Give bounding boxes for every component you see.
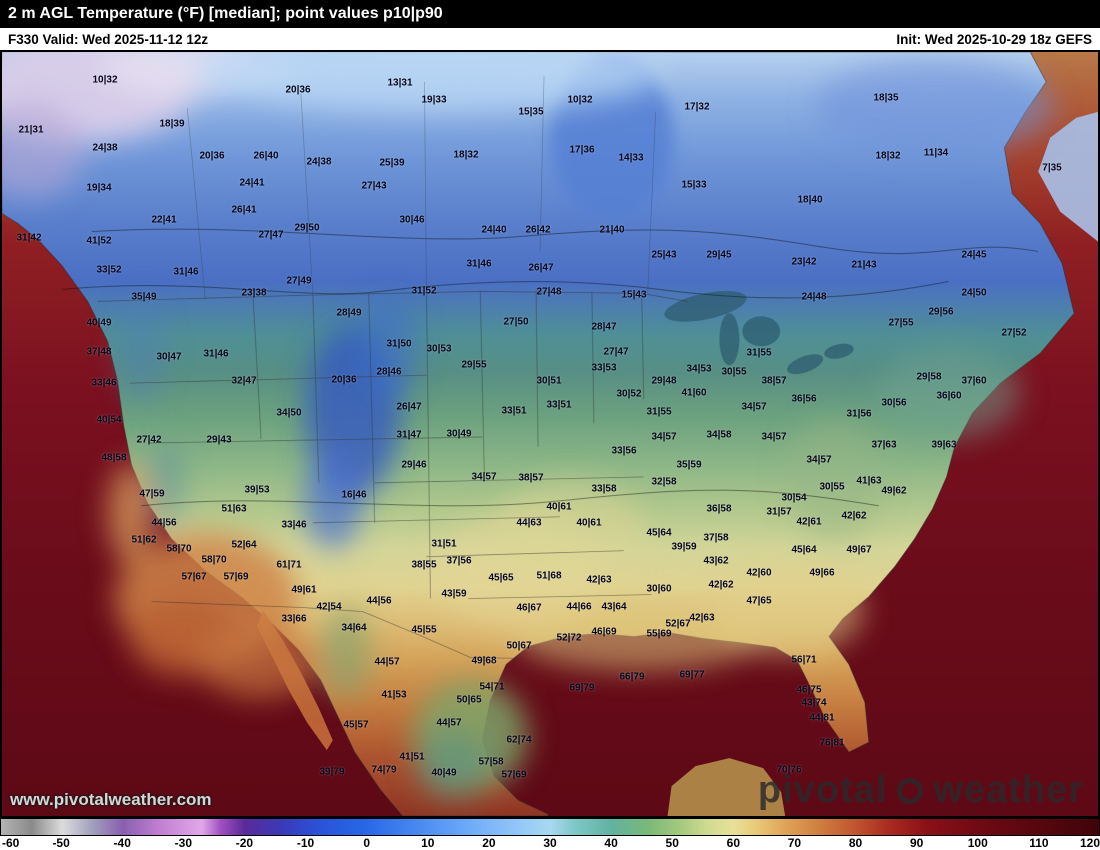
state-borders	[97, 290, 688, 659]
temperature-field-overlays	[2, 52, 1054, 800]
great-lakes	[664, 290, 854, 375]
logo-text-weather: weather	[933, 769, 1084, 811]
basemap-svg	[2, 52, 1098, 816]
colorbar-tick: 60	[726, 836, 741, 850]
colorbar-tick: 90	[909, 836, 924, 850]
colorbar-tick: 100	[967, 836, 988, 850]
logo-text-pivotal: pivotal	[757, 769, 888, 811]
colorbar-tick: -20	[235, 836, 254, 850]
colorbar-tick: 80	[848, 836, 863, 850]
init-time-label: Init: Wed 2025-10-29 18z GEFS	[896, 31, 1092, 47]
colorbar-tick: 50	[665, 836, 679, 850]
colorbar: -60 -50 -40 -30 -20 -10 0 10 20 30 40 50 60 70 80 90 100…	[0, 818, 1100, 850]
colorbar-tick: -50	[52, 836, 70, 850]
colorbar-tick-labels: -60 -50 -40 -30 -20 -10 0 10 20 30 40 50 60 70 80 90 100…	[0, 836, 1100, 850]
colorbar-tick: 40	[604, 836, 618, 850]
colorbar-tick: 10	[421, 836, 435, 850]
title-bar: 2 m AGL Temperature (°F) [median]; point…	[0, 0, 1100, 28]
province-borders	[186, 75, 657, 300]
colorbar-tick: 20	[482, 836, 496, 850]
colorbar-tick: 0	[363, 836, 370, 850]
yucatan-peninsula	[667, 758, 786, 816]
colorbar-tick: 120	[1079, 836, 1100, 850]
sub-header: F330 Valid: Wed 2025-11-12 12z Init: Wed…	[0, 28, 1100, 52]
watermark-url: www.pivotalweather.com	[10, 790, 212, 809]
pivotal-logo-icon	[897, 777, 924, 804]
colorbar-tick: 70	[787, 836, 802, 850]
map-title: 2 m AGL Temperature (°F) [median]; point…	[8, 5, 443, 22]
greenland-tip	[1038, 111, 1098, 242]
colorbar-tick: -60	[2, 836, 20, 850]
colorbar-tick: -10	[296, 836, 315, 850]
colorbar-tick: -40	[113, 836, 131, 850]
colorbar-tick: 110	[1029, 836, 1049, 850]
colorbar-tick: -30	[174, 836, 192, 850]
colorbar-gradient	[0, 818, 1100, 836]
pivotal-weather-logo: pivotal weather	[758, 769, 1084, 812]
temperature-contours	[61, 228, 1039, 507]
colorbar-tick: 30	[543, 836, 557, 850]
valid-time-label: F330 Valid: Wed 2025-11-12 12z	[8, 31, 209, 47]
map-area: 10|32 20|36 13|31 19|33 10|32 17|32 18|35 21|31…	[0, 52, 1100, 818]
